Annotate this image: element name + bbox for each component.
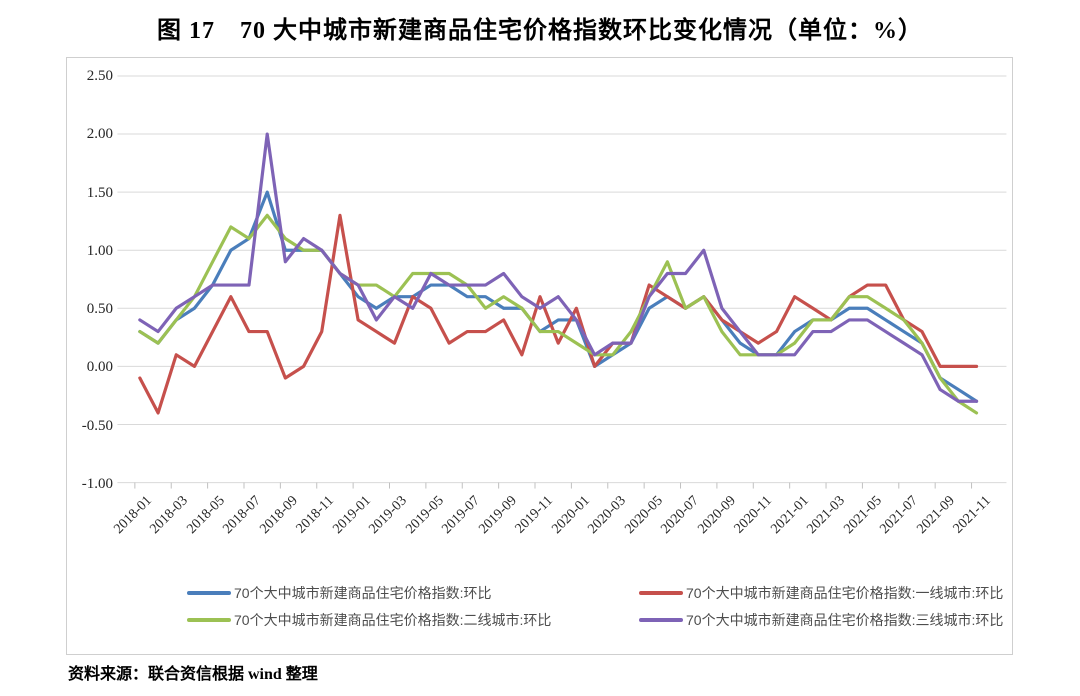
legend-label: 70个大中城市新建商品住宅价格指数:一线城市:环比 (686, 585, 1004, 601)
legend-item: 70个大中城市新建商品住宅价格指数:一线城市:环比 (639, 583, 1003, 603)
series-line-4 (138, 132, 979, 403)
legend-swatch (187, 618, 231, 622)
y-axis-tick-label: 2.50 (86, 68, 113, 84)
legend-swatch (639, 591, 683, 595)
series-line-2 (138, 213, 979, 415)
chart-panel: 2.50 2.00 1.50 1.00 0.50 0.00 -0.50 -1.00 2018-… (66, 57, 1013, 655)
y-axis-tick-label: 0.00 (86, 359, 113, 376)
legend-label: 70个大中城市新建商品住宅价格指数:环比 (234, 585, 492, 601)
chart-title: 图 17 70 大中城市新建商品住宅价格指数环比变化情况（单位：%） (157, 18, 923, 44)
legend-label: 70个大中城市新建商品住宅价格指数:二线城市:环比 (234, 612, 552, 628)
y-axis-tick-label: 1.50 (86, 184, 113, 201)
y-axis-tick-label: 2.00 (86, 126, 113, 143)
legend-swatch (187, 591, 231, 595)
legend-item: 70个大中城市新建商品住宅价格指数:二线城市:环比 (187, 610, 551, 630)
y-axis-tick-label: -0.50 (81, 417, 113, 434)
legend-label: 70个大中城市新建商品住宅价格指数:三线城市:环比 (686, 612, 1004, 628)
legend-item: 70个大中城市新建商品住宅价格指数:三线城市:环比 (639, 610, 1003, 630)
legend-swatch (639, 618, 683, 622)
y-axis-tick-label: -1.00 (81, 476, 113, 492)
y-axis-tick-label: 0.50 (86, 301, 113, 318)
series-line-3 (138, 213, 979, 415)
source-note: 资料来源：联合资信根据 wind 整理 (68, 666, 318, 683)
legend-item: 70个大中城市新建商品住宅价格指数:环比 (187, 583, 491, 603)
line-chart (117, 75, 1007, 489)
y-axis-tick-label: 1.00 (86, 242, 113, 259)
